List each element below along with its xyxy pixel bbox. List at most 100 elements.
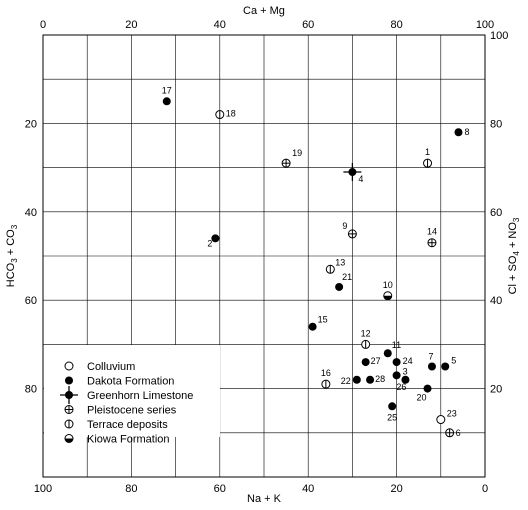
greenhorn-marker	[343, 163, 362, 182]
data-points: 1234567891011121314151617181920212223242…	[162, 85, 470, 438]
legend-item: Colluvium	[64, 361, 135, 373]
dakota-marker	[335, 282, 344, 291]
data-point: 1	[423, 147, 433, 168]
legend-item: Greenhorn Limestone	[60, 386, 193, 404]
data-point: 20	[417, 384, 432, 403]
data-point: 27	[361, 356, 381, 367]
terrace-marker	[215, 110, 225, 120]
point-label: 14	[427, 227, 437, 237]
pleistocene-marker	[427, 238, 437, 248]
kiowa-half-fill	[383, 295, 392, 300]
left-tick-label: 60	[25, 295, 37, 307]
dakota-dot	[383, 349, 392, 358]
dakota-marker	[427, 362, 436, 371]
dakota-dot	[162, 97, 171, 106]
point-label: 7	[428, 352, 433, 362]
point-label: 2	[207, 238, 212, 248]
data-point: 8	[454, 127, 469, 137]
dakota-marker	[308, 322, 317, 331]
terrace-marker	[321, 379, 331, 389]
data-point: 24	[392, 356, 413, 367]
left-tick-label: 40	[25, 207, 37, 219]
data-point: 6	[445, 428, 461, 438]
point-label: 19	[292, 148, 302, 158]
point-label: 12	[361, 328, 371, 338]
dakota-marker	[423, 384, 432, 393]
bottom-tick-label: 0	[482, 483, 488, 495]
data-point: 4	[343, 163, 363, 184]
data-point: 22	[341, 375, 361, 386]
data-point: 18	[215, 109, 236, 120]
legend-label: Terrace deposits	[87, 419, 168, 431]
top-tick-label: 0	[40, 19, 46, 31]
data-point: 26	[396, 375, 410, 392]
data-point: 21	[335, 272, 352, 291]
data-point: 11	[383, 340, 401, 358]
data-point: 16	[321, 368, 331, 389]
dakota-dot	[335, 282, 344, 291]
left-axis-label: HCO3 + CO3	[5, 224, 19, 287]
top-tick-label: 60	[302, 19, 314, 31]
terrace-marker	[64, 419, 74, 429]
bottom-axis-label: Na + K	[247, 493, 282, 505]
dakota-marker	[211, 234, 220, 243]
pleistocene-marker	[347, 229, 357, 239]
data-point: 5	[441, 356, 456, 371]
right-tick-label: 100	[490, 30, 508, 42]
colluvium-circle	[64, 361, 74, 371]
terrace-marker	[423, 158, 433, 168]
point-label: 13	[335, 257, 345, 267]
point-label: 21	[342, 272, 352, 282]
point-label: 24	[403, 356, 413, 366]
right-tick-label: 80	[490, 118, 502, 130]
dakota-dot	[392, 358, 401, 367]
colluvium-circle	[436, 415, 446, 425]
dakota-marker	[401, 375, 410, 384]
point-label: 3	[403, 366, 408, 376]
left-tick-label: 80	[25, 384, 37, 396]
dakota-marker	[352, 375, 361, 384]
left-tick-label: 20	[25, 118, 37, 130]
dakota-marker	[65, 376, 73, 385]
greenhorn-marker	[60, 386, 78, 404]
dakota-dot	[211, 234, 220, 243]
terrace-marker	[325, 264, 335, 274]
point-label: 17	[162, 85, 172, 95]
data-point: 14	[427, 227, 437, 248]
dakota-marker	[383, 349, 392, 358]
legend-item: Pleistocene series	[64, 405, 177, 417]
greenhorn-dot	[348, 168, 357, 177]
dakota-dot	[65, 376, 73, 385]
point-label: 16	[321, 368, 331, 378]
dakota-dot	[388, 402, 397, 411]
dakota-dot	[454, 128, 463, 137]
dakota-dot	[441, 362, 450, 371]
data-point: 13	[325, 257, 345, 274]
right-tick-label: 60	[490, 207, 502, 219]
top-axis-label: Ca + Mg	[243, 5, 285, 17]
legend-label: Greenhorn Limestone	[87, 390, 193, 402]
pleistocene-marker	[281, 158, 291, 168]
data-point: 28	[366, 374, 385, 384]
bottom-tick-label: 100	[34, 483, 52, 495]
terrace-marker	[361, 339, 371, 349]
legend-label: Colluvium	[87, 361, 135, 373]
point-label: 6	[456, 428, 461, 438]
data-point: 10	[383, 280, 393, 301]
legend-label: Pleistocene series	[87, 405, 177, 417]
kiowa-marker	[64, 434, 74, 443]
pleistocene-marker	[445, 428, 455, 438]
bottom-tick-label: 40	[302, 483, 314, 495]
point-label: 5	[451, 356, 456, 366]
dakota-marker	[392, 358, 401, 367]
top-tick-label: 80	[390, 19, 402, 31]
legend-label: Kiowa Formation	[87, 434, 170, 446]
kiowa-half-fill	[65, 438, 73, 443]
data-point: 9	[342, 221, 357, 239]
bottom-tick-label: 60	[214, 483, 226, 495]
dakota-marker	[454, 128, 463, 137]
point-label: 10	[383, 280, 393, 290]
data-point: 19	[281, 148, 302, 168]
